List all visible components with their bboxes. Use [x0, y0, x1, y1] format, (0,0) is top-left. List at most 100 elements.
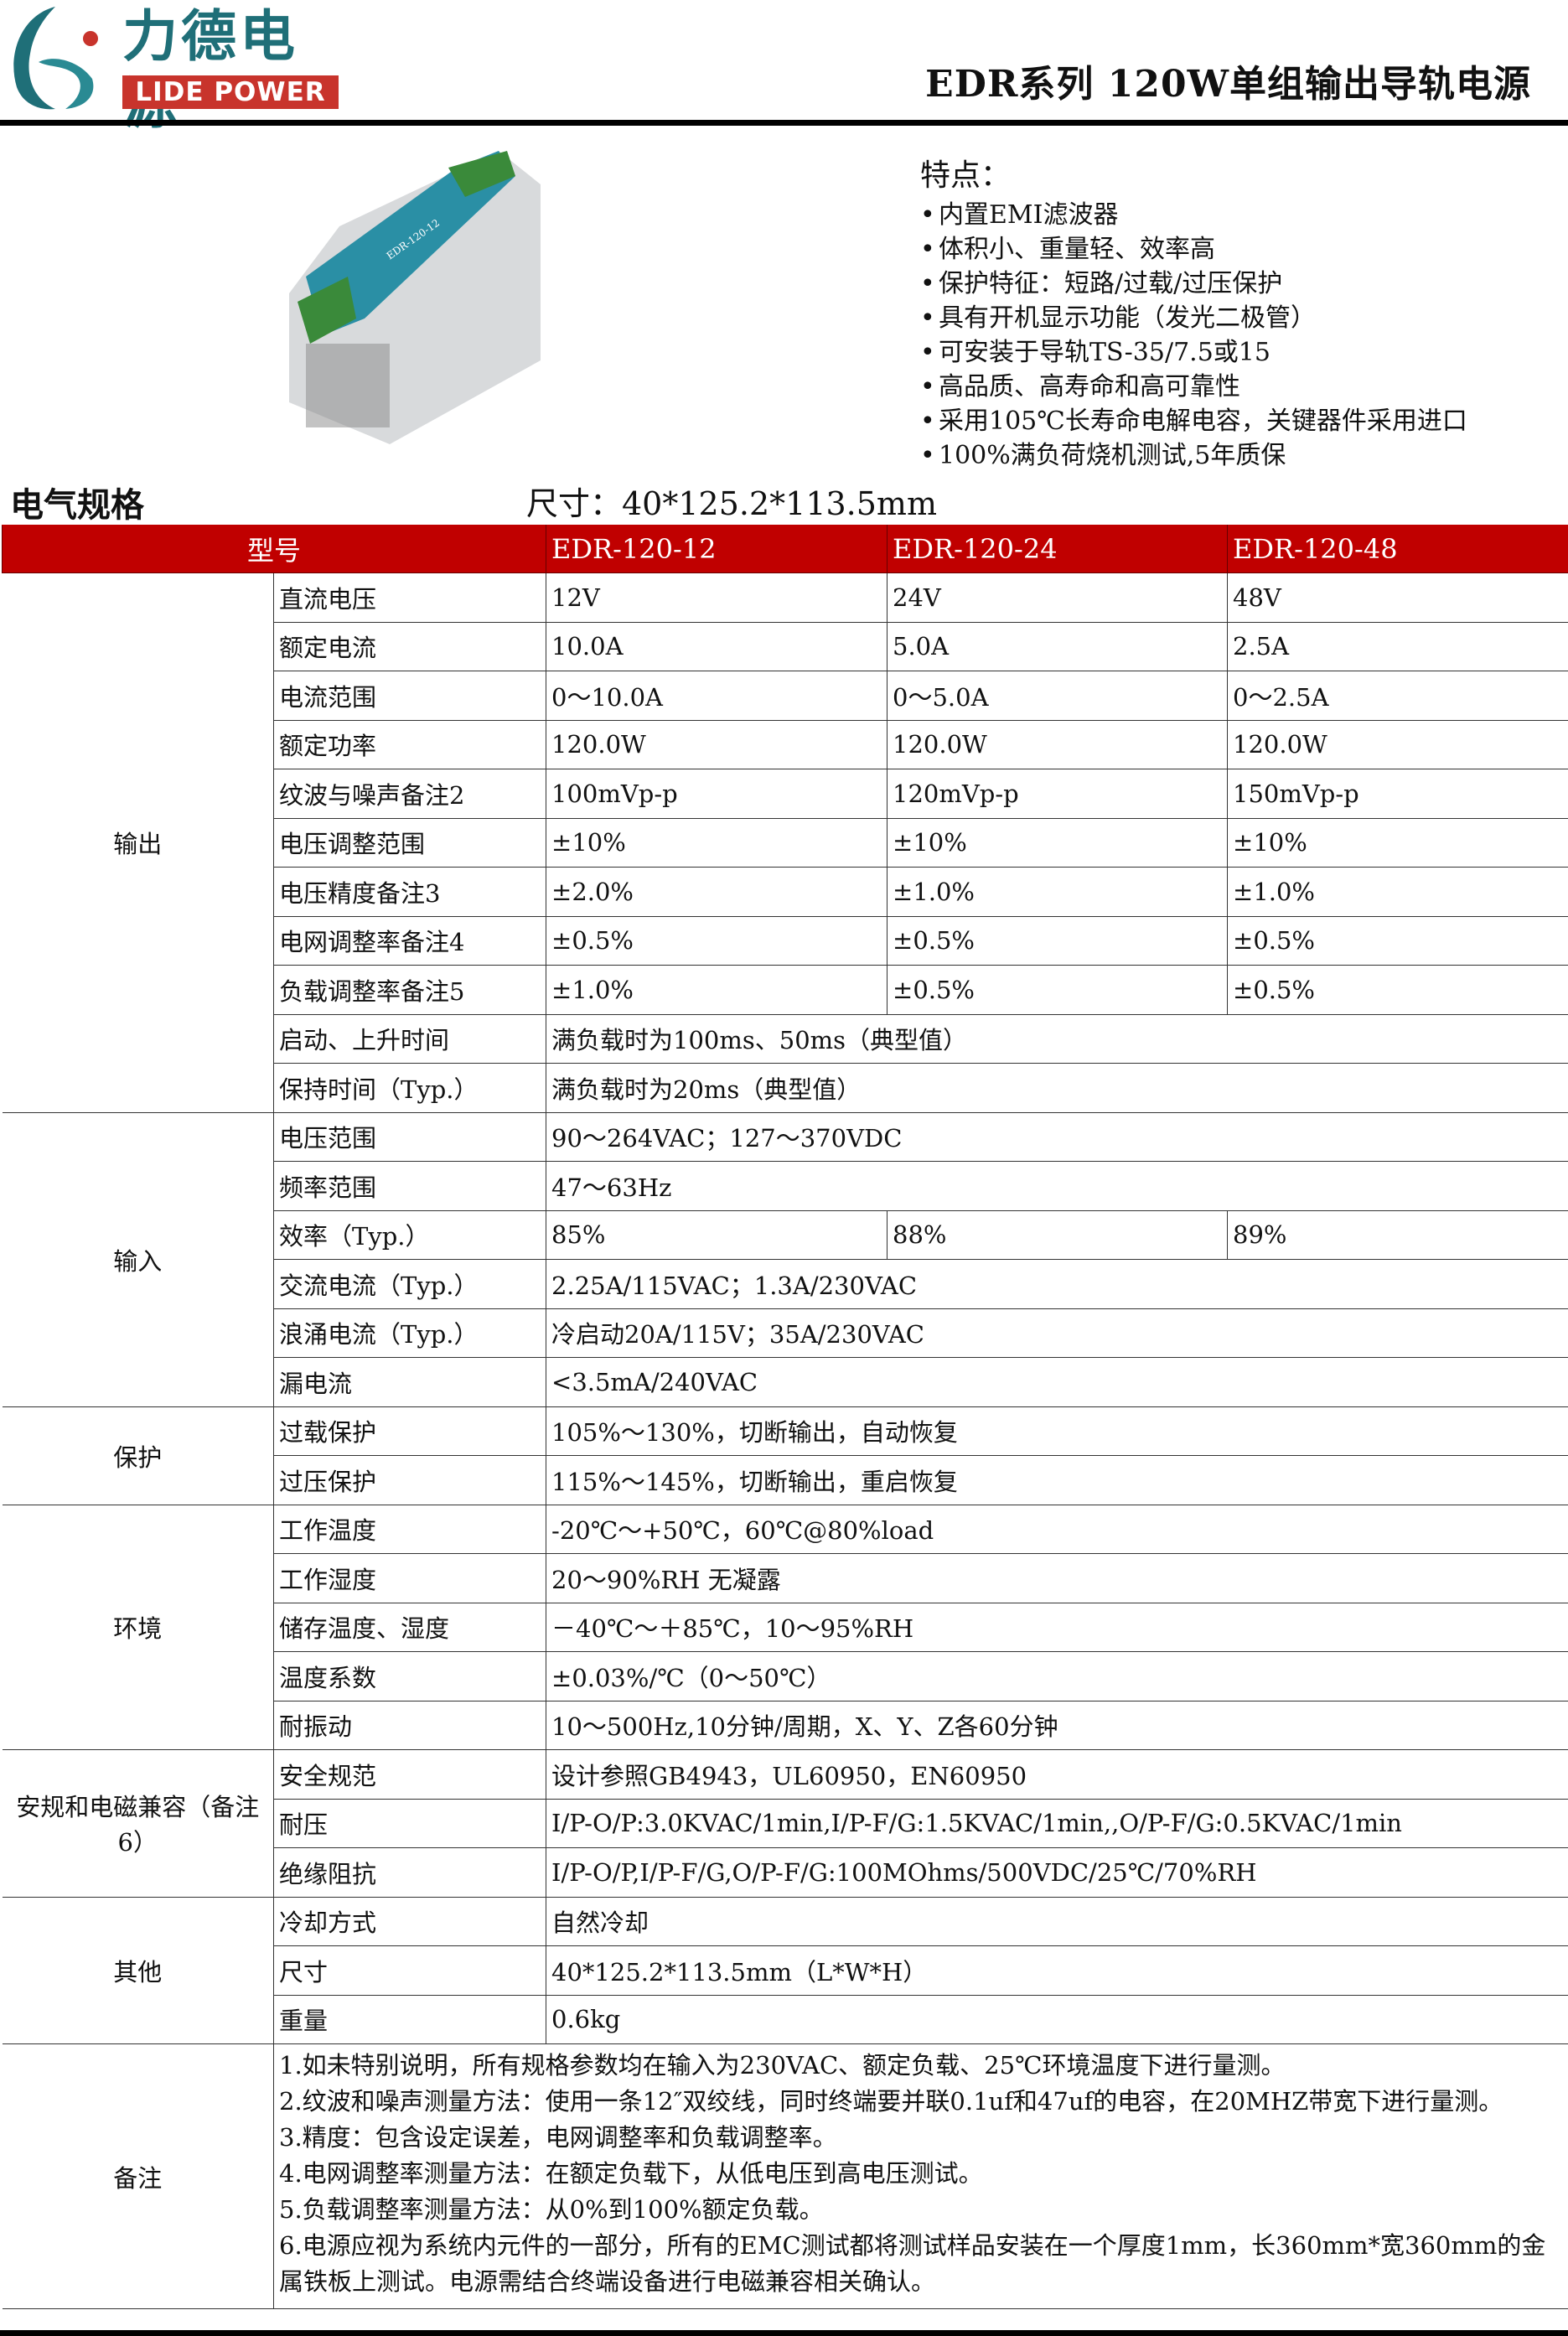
param-value: 89% [1227, 1209, 1568, 1260]
param-value: ±10% [1227, 817, 1568, 868]
table-row: 重量 0.6kg [3, 1994, 1568, 2044]
param-value: 10～500Hz,10分钟/周期，X、Y、Z各60分钟 [546, 1700, 1568, 1750]
param-label: 电网调整率备注4 [272, 915, 547, 966]
param-value: 0.6kg [546, 1994, 1568, 2044]
feature-item: 采用105℃长寿命电解电容，关键器件采用进口 [920, 404, 1467, 438]
header-divider [0, 120, 1568, 126]
param-value: I/P-O/P:3.0KVAC/1min,I/P-F/G:1.5KVAC/1mi… [546, 1798, 1568, 1848]
model-header: 型号 [1, 525, 547, 573]
table-row: 耐压 I/P-O/P:3.0KVAC/1min,I/P-F/G:1.5KVAC/1… [3, 1798, 1568, 1848]
notes-row: 备注 1.如未特别说明，所有规格参数均在输入为230VAC、额定负载、25℃环境温… [2, 2043, 1568, 2309]
param-label: 储存温度、湿度 [272, 1602, 547, 1652]
param-value: -20℃～+50℃，60℃@80%load [546, 1504, 1568, 1554]
param-value: 120.0W [887, 719, 1229, 769]
param-value: 设计参照GB4943，UL60950，EN60950 [546, 1749, 1568, 1800]
table-row: 温度系数 ±0.03%/℃（0～50℃） [3, 1651, 1568, 1701]
param-value: －40℃～＋85℃，10～95%RH [546, 1602, 1568, 1652]
param-label: 工作温度 [272, 1504, 547, 1554]
note-item: 6.电源应视为系统内元件的一部分，所有的EMC测试都将测试样品安装在一个厚度1m… [279, 2231, 1546, 2296]
param-label: 过载保护 [272, 1406, 547, 1456]
param-value: 100mVp-p [546, 769, 888, 819]
param-value: 冷启动20A/115V；35A/230VAC [546, 1308, 1568, 1358]
param-value: 90～264VAC；127～370VDC [546, 1111, 1568, 1162]
param-label: 漏电流 [272, 1357, 547, 1407]
feature-item: 内置EMI滤波器 [920, 198, 1467, 232]
product-image: EDR-120-12 [289, 151, 541, 444]
company-logo: 力德电源 LIDE POWER [5, 3, 340, 136]
param-value: 满负载时为100ms、50ms（典型值） [546, 1013, 1568, 1064]
param-label: 安全规范 [272, 1749, 547, 1800]
logo-english-name: LIDE POWER [122, 75, 339, 109]
param-value: 150mVp-p [1227, 769, 1568, 819]
footer-divider [0, 2330, 1568, 2336]
feature-item: 可安装于导轨TS-35/7.5或15 [920, 335, 1467, 370]
param-label: 保持时间（Typ.） [272, 1063, 547, 1113]
param-label: 启动、上升时间 [272, 1013, 547, 1064]
param-value: 48V [1227, 572, 1568, 623]
dimension-text: 尺寸：40*125.2*113.5mm [526, 485, 937, 522]
table-row: 保护 过载保护 105%～130%，切断输出，自动恢复 [2, 1406, 1568, 1505]
param-value: 2.5A [1227, 621, 1568, 671]
param-label: 绝缘阻抗 [272, 1847, 547, 1898]
param-value: 5.0A [887, 621, 1229, 671]
param-value: ±0.03%/℃（0～50℃） [546, 1651, 1568, 1701]
table-row: 工作湿度 20～90%RH 无凝露 [3, 1553, 1568, 1603]
spec-table: 型号 EDR-120-12 EDR-120-24 EDR-120-48 输出 直流… [1, 525, 1568, 2309]
param-label: 负载调整率备注5 [272, 965, 547, 1015]
param-value: ±0.5% [1227, 965, 1568, 1015]
param-value: ±1.0% [887, 867, 1229, 917]
param-value: 47～63Hz [546, 1161, 1568, 1211]
table-row: 储存温度、湿度 －40℃～＋85℃，10～95%RH [3, 1602, 1568, 1652]
param-label: 温度系数 [272, 1651, 547, 1701]
section-title: 电气规格 [10, 485, 144, 525]
note-item: 1.如未特别说明，所有规格参数均在输入为230VAC、额定负载、25℃环境温度下… [279, 2051, 1286, 2080]
param-value: 0～2.5A [1227, 671, 1568, 721]
param-value: 40*125.2*113.5mm（L*W*H） [546, 1945, 1568, 1996]
param-label: 尺寸 [272, 1945, 547, 1996]
feature-item: 体积小、重量轻、效率高 [920, 232, 1467, 267]
table-row: 电压精度备注3 ±2.0% ±1.0% ±1.0% [3, 867, 1568, 917]
table-row: 输出 直流电压 12V 24V 48V [2, 572, 1568, 1113]
param-value: 105%～130%，切断输出，自动恢复 [546, 1406, 1568, 1456]
group-label: 环境 [2, 1504, 274, 1750]
param-value: 120.0W [546, 719, 888, 769]
table-row: 额定电流 10.0A 5.0A 2.5A [3, 621, 1568, 671]
table-row: 效率（Typ.） 85% 88% 89% [3, 1209, 1568, 1260]
param-value: ±0.5% [546, 915, 888, 966]
table-row: 安规和电磁兼容（备注6） 安全规范 设计参照GB4943，UL60950，EN609… [2, 1749, 1568, 1898]
param-label: 冷却方式 [272, 1896, 547, 1946]
feature-item: 保护特征：短路/过载/过压保护 [920, 267, 1467, 301]
param-value: ±10% [546, 817, 888, 868]
param-label: 浪涌电流（Typ.） [272, 1308, 547, 1358]
logo-mark-icon [13, 7, 98, 110]
group-label: 其他 [2, 1896, 274, 2044]
param-value: 0～5.0A [887, 671, 1229, 721]
param-value: ±1.0% [1227, 867, 1568, 917]
group-label: 输入 [2, 1111, 274, 1407]
table-row: 电压调整范围 ±10% ±10% ±10% [3, 817, 1568, 868]
param-label: 电压范围 [272, 1111, 547, 1162]
table-row: 交流电流（Typ.） 2.25A/115VAC；1.3A/230VAC [3, 1259, 1568, 1309]
param-label: 电流范围 [272, 671, 547, 721]
table-header-row: 型号 EDR-120-12 EDR-120-24 EDR-120-48 [1, 525, 1568, 573]
param-value: 20～90%RH 无凝露 [546, 1553, 1568, 1603]
table-row: 保持时间（Typ.） 满负载时为20ms（典型值） [3, 1063, 1568, 1113]
notes-content: 1.如未特别说明，所有规格参数均在输入为230VAC、额定负载、25℃环境温度下… [272, 2043, 1568, 2309]
note-item: 2.纹波和噪声测量方法：使用一条12″双绞线，同时终端要并联0.1uf和47uf… [279, 2087, 1503, 2116]
param-label: 频率范围 [272, 1161, 547, 1211]
param-value: 120mVp-p [887, 769, 1229, 819]
param-label: 电压调整范围 [272, 817, 547, 868]
param-label: 额定电流 [272, 621, 547, 671]
param-value: <3.5mA/240VAC [546, 1357, 1568, 1407]
table-row: 输入 电压范围 90～264VAC；127～370VDC [2, 1111, 1568, 1407]
param-label: 纹波与噪声备注2 [272, 769, 547, 819]
param-value: 0～10.0A [546, 671, 888, 721]
param-label: 过压保护 [272, 1455, 547, 1505]
table-row: 额定功率 120.0W 120.0W 120.0W [3, 719, 1568, 769]
param-value: 88% [887, 1209, 1229, 1260]
param-value: ±1.0% [546, 965, 888, 1015]
param-value: ±0.5% [887, 915, 1229, 966]
group-label: 安规和电磁兼容（备注6） [2, 1749, 274, 1898]
param-value: ±10% [887, 817, 1229, 868]
param-value: 85% [546, 1209, 888, 1260]
